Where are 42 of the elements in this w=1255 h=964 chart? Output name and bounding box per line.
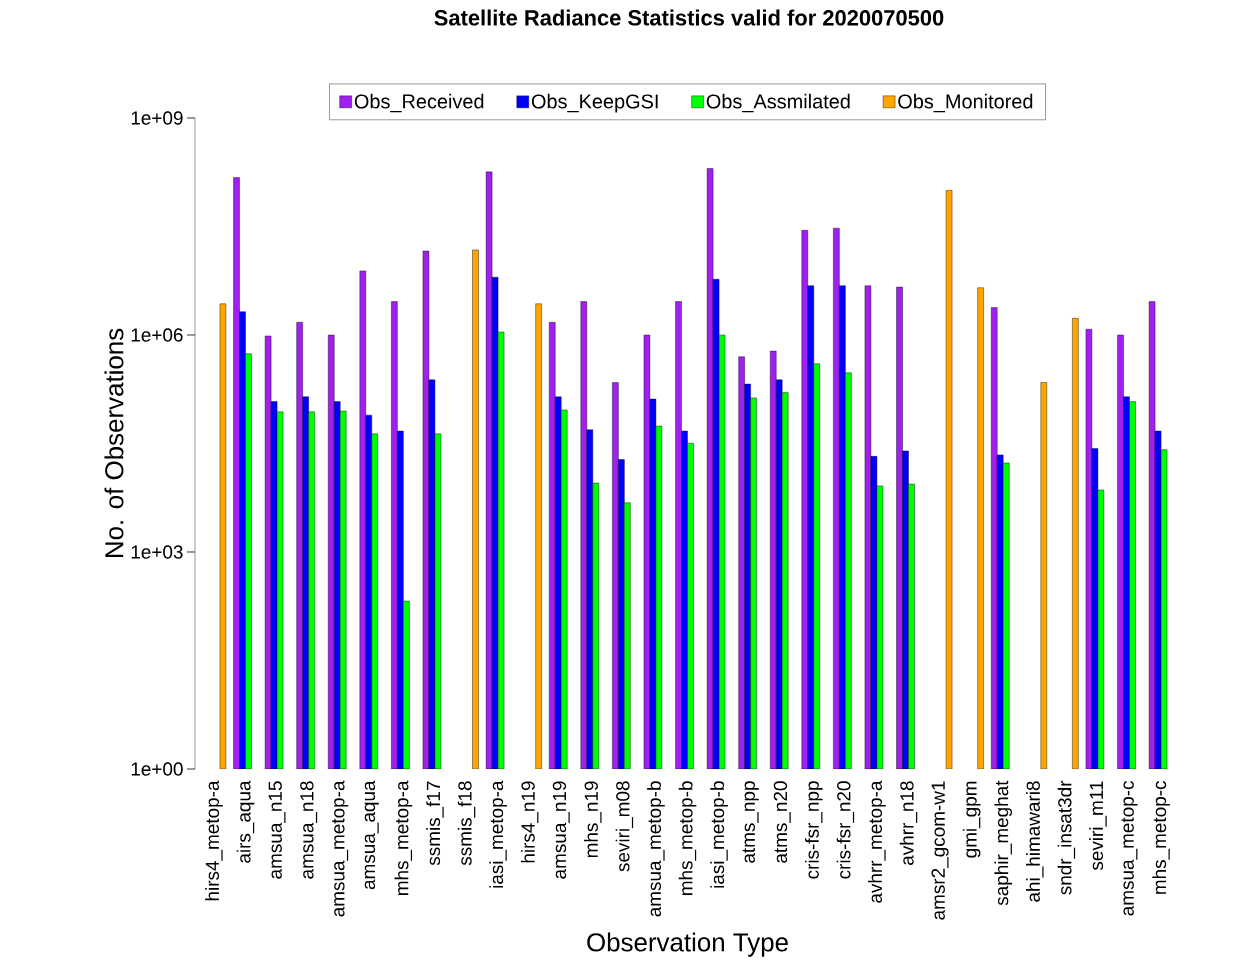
- x-tick-label: mhs_metop-b: [678, 781, 697, 895]
- x-tick-label: iasi_metop-b: [710, 781, 728, 888]
- chart-title: Satellite Radiance Statistics valid for 2020070500: [434, 9, 944, 26]
- x-tick-label: mhs_metop-a: [394, 780, 413, 895]
- x-axis-title: Observation Type: [587, 932, 788, 957]
- x-tick-label: hirs4_metop-a: [205, 780, 223, 901]
- x-tick-label: avhrr_metop-a: [868, 780, 886, 903]
- legend-label: Obs_KeepGSI: [531, 93, 658, 113]
- x-tick-label: amsua_aqua: [364, 780, 379, 890]
- legend-label: Obs_Monitored: [898, 93, 1033, 113]
- x-tick-label: amsua_metop-a: [332, 780, 349, 917]
- y-tick-label: 1e+03: [131, 545, 183, 559]
- legend-label: Obs_Assmilated: [706, 93, 850, 113]
- x-tick-label: gmi_gpm: [962, 781, 981, 858]
- x-tick-label: seviri_m11: [1089, 781, 1107, 871]
- x-tick-label: atms_n20: [773, 781, 791, 863]
- x-tick-label: avhrr_n18: [899, 781, 918, 865]
- x-tick-label: atms_npp: [742, 781, 759, 863]
- x-tick-label: sndr_insat3dr: [1057, 780, 1076, 895]
- x-tick-label: airs_aqua: [236, 780, 255, 863]
- y-tick-label: 1e+06: [131, 328, 183, 342]
- x-tick-label: cris-fsr_npp: [804, 781, 823, 879]
- x-tick-label: cris-fsr_n20: [836, 781, 855, 879]
- x-tick-label: saphir_meghat: [994, 780, 1013, 906]
- x-tick-label: ssmis_f18: [457, 781, 476, 866]
- x-tick-label: seviri_m08: [615, 781, 634, 872]
- x-tick-label: amsua_n15: [268, 781, 286, 879]
- legend-label: Obs_Received: [354, 93, 484, 113]
- x-tick-label: amsua_metop-c: [1121, 781, 1138, 916]
- x-tick-label: amsua_metop-b: [647, 781, 665, 917]
- x-tick-label: ssmis_f17: [426, 781, 444, 866]
- y-tick-label: 1e+09: [131, 111, 183, 125]
- x-tick-label: hirs4_n19: [520, 781, 539, 863]
- x-tick-label: ahi_himawari8: [1026, 781, 1044, 902]
- x-tick-label: amsr2_gcom-w1: [931, 781, 949, 920]
- y-axis-title: No. of Observations: [104, 328, 124, 558]
- x-tick-label: mhs_metop-c: [1152, 781, 1170, 894]
- x-tick-label: amsua_n18: [300, 781, 318, 879]
- y-tick-label: 1e+00: [131, 762, 183, 776]
- x-tick-label: iasi_metop-a: [489, 780, 507, 888]
- x-tick-label: amsua_n19: [552, 781, 570, 879]
- x-tick-label: mhs_n19: [584, 781, 602, 858]
